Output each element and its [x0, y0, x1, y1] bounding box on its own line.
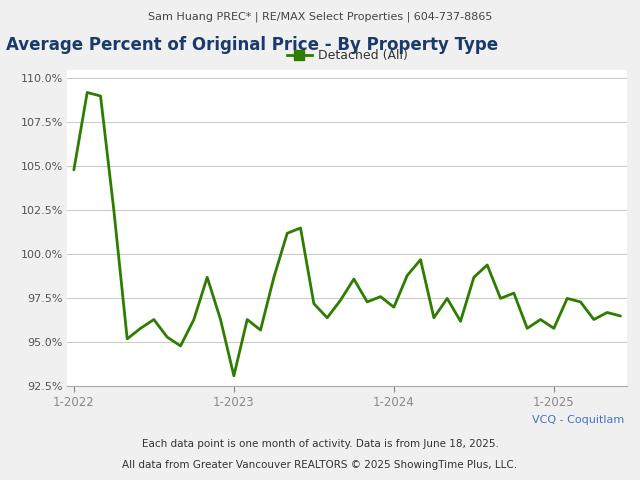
Text: Average Percent of Original Price - By Property Type: Average Percent of Original Price - By P… [6, 36, 499, 54]
Text: VCQ - Coquitlam: VCQ - Coquitlam [532, 415, 624, 425]
Text: Each data point is one month of activity. Data is from June 18, 2025.: Each data point is one month of activity… [141, 439, 499, 449]
Text: Sam Huang PREC* | RE/MAX Select Properties | 604-737-8865: Sam Huang PREC* | RE/MAX Select Properti… [148, 12, 492, 23]
Text: All data from Greater Vancouver REALTORS © 2025 ShowingTime Plus, LLC.: All data from Greater Vancouver REALTORS… [122, 460, 518, 470]
Legend: Detached (All): Detached (All) [282, 44, 413, 67]
